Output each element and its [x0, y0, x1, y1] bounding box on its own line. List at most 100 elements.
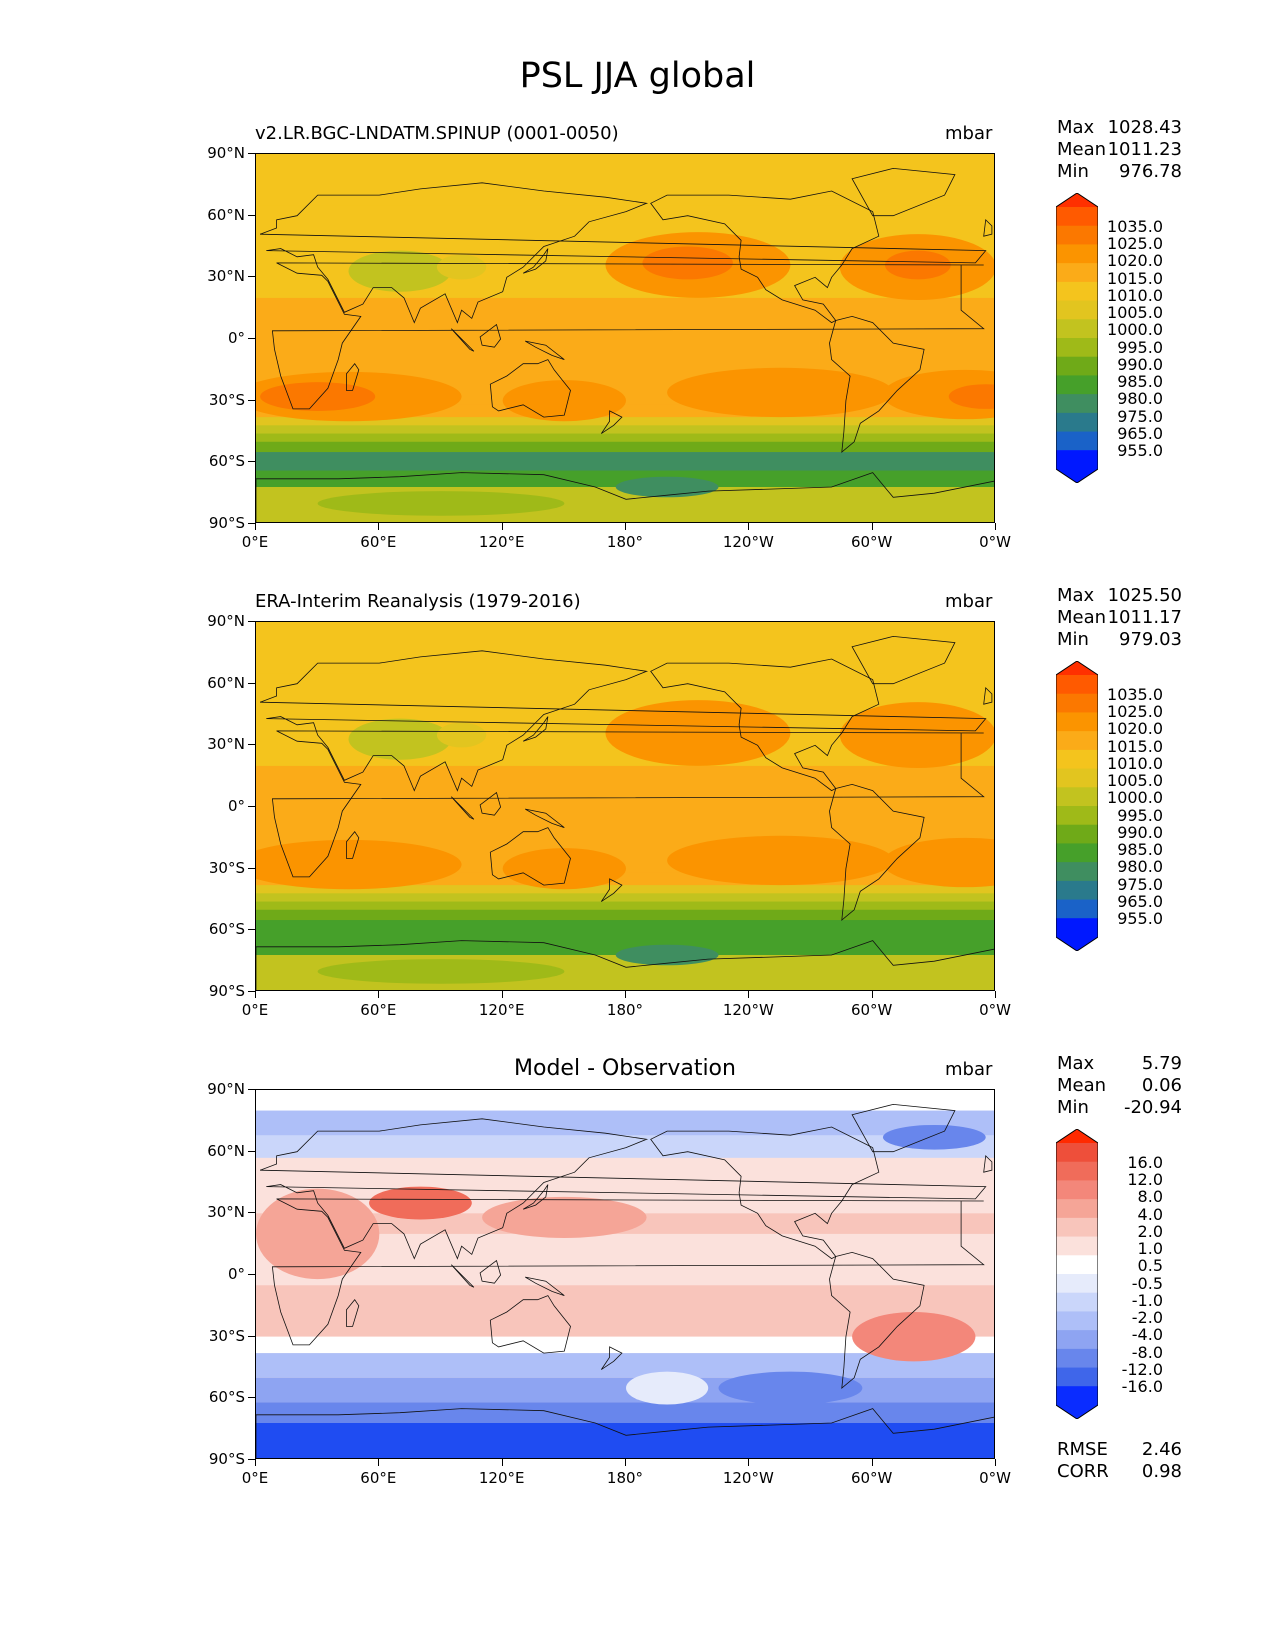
stat-label: Max	[1057, 585, 1095, 606]
colorbar-tick-label: 995.0	[1117, 337, 1163, 357]
stat-row: Max 1028.43	[1057, 117, 1182, 139]
stat-value: 1028.43	[1107, 117, 1182, 138]
stat-value: 976.78	[1119, 161, 1182, 182]
x-tick-label: 120°W	[722, 1001, 774, 1019]
colorbar-segment	[1056, 394, 1098, 414]
diff-pacific-low	[718, 1371, 863, 1405]
colorbar-tick-label: -1.0	[1131, 1290, 1163, 1310]
coastline	[851, 1103, 956, 1153]
coastline	[522, 248, 549, 274]
stat-label: Min	[1057, 629, 1089, 650]
stat-value: 0.06	[1141, 1075, 1182, 1096]
colorbar-tick-label: 1005.0	[1107, 303, 1163, 323]
y-tick-label: 90°N	[207, 612, 245, 630]
y-tick-label: 60°S	[208, 452, 245, 471]
psl-arctic-band	[256, 622, 994, 680]
colorbar-segment	[1056, 1236, 1098, 1256]
colorbar-segment	[1056, 899, 1098, 919]
colorbar-segment	[1056, 1348, 1098, 1369]
colorbar-tick-label: 2.0	[1137, 1221, 1163, 1241]
colorbar-tick-label: 965.0	[1117, 424, 1163, 443]
colorbar-tick-label: 1.0	[1137, 1239, 1163, 1259]
psl-south-pacific-high	[667, 835, 894, 886]
colorbar-segment	[1056, 712, 1098, 732]
psl-southern-ocean-band-3	[256, 938, 994, 955]
extra-stats-block: RMSE 2.46 CORR 0.98	[1057, 1439, 1182, 1483]
colorbar-segment	[1056, 862, 1098, 882]
colorbar-tick-label: 1010.0	[1107, 285, 1163, 305]
psl-southern-ocean-band-1	[256, 909, 994, 923]
x-tick-mark	[995, 991, 996, 998]
map-field	[256, 154, 994, 522]
stat-value: 1025.50	[1107, 585, 1182, 606]
stat-label: Min	[1057, 1097, 1089, 1118]
psl-south-asia-low	[348, 718, 452, 760]
coastline	[525, 1276, 565, 1296]
stat-row: Min 979.03	[1057, 629, 1182, 651]
panel-title: ERA-Interim Reanalysis (1979-2016)	[255, 591, 581, 612]
psl-southern-ocean-band-2	[256, 452, 994, 475]
colorbar	[1056, 661, 1098, 951]
coastline	[346, 831, 360, 859]
colorbar-tick-label: 4.0	[1137, 1204, 1163, 1224]
colorbar-segment	[1056, 768, 1098, 788]
psl-north-atlantic-high	[839, 702, 994, 768]
colorbar-segment	[1056, 338, 1098, 358]
diff-highlat-band-2	[256, 1135, 994, 1158]
stat-row: Mean 1011.23	[1057, 139, 1182, 161]
diff-arctic-band	[256, 1090, 994, 1115]
colorbar-segment	[1056, 1274, 1098, 1294]
coastline	[650, 190, 880, 324]
figure-title: PSL JJA global	[519, 56, 756, 96]
coastline	[489, 1295, 571, 1354]
coastline	[851, 167, 956, 217]
colorbar-tick-label: 1000.0	[1107, 320, 1163, 340]
colorbar-tick-label: 990.0	[1117, 354, 1163, 374]
y-tick-mark	[248, 461, 255, 463]
colorbar-tick-label: 985.0	[1117, 372, 1163, 392]
y-tick-mark	[248, 1335, 255, 1337]
map-panel	[255, 1089, 995, 1459]
colorbar-tick-label: -4.0	[1131, 1325, 1163, 1345]
x-tick-label: 120°E	[478, 1469, 525, 1487]
map-field	[256, 1090, 994, 1458]
y-tick-mark	[248, 744, 255, 746]
colorbar-tick-label: 975.0	[1117, 406, 1163, 426]
colorbar-tick-label: 1035.0	[1107, 684, 1163, 704]
colorbar-tick-label: -2.0	[1131, 1308, 1163, 1328]
colorbar-tick-label: -16.0	[1121, 1377, 1163, 1397]
x-tick-label: 60°E	[360, 1469, 397, 1487]
y-tick-label: 60°S	[208, 1388, 245, 1407]
stat-row: Max 5.79	[1057, 1053, 1182, 1075]
colorbar-tick-label: 965.0	[1117, 892, 1163, 911]
colorbar-tick-label: -12.0	[1121, 1360, 1163, 1379]
y-tick-mark	[248, 991, 255, 992]
y-tick-mark	[248, 153, 255, 154]
panel-title: v2.LR.BGC-LNDATM.SPINUP (0001-0050)	[255, 123, 619, 144]
colorbar-tick-label: -0.5	[1131, 1273, 1163, 1293]
x-tick-label: 180°	[606, 1001, 644, 1019]
psl-south-atlantic-high	[882, 837, 994, 888]
diff-equator	[256, 1233, 994, 1286]
x-tick-label: 60°E	[360, 1001, 397, 1019]
x-tick-mark	[501, 523, 503, 530]
colorbar-tick-label: 0.5	[1137, 1256, 1163, 1276]
colorbar	[1056, 193, 1098, 483]
psl-north-pacific-high	[605, 700, 791, 766]
coastline	[525, 340, 565, 360]
stats-block: Max 5.79 Mean 0.06 Min -20.94	[1057, 1053, 1182, 1119]
x-tick-label: 0°W	[979, 533, 1011, 551]
x-tick-mark	[995, 523, 996, 530]
y-tick-label: 30°N	[207, 1203, 245, 1222]
y-tick-label: 60°S	[208, 920, 245, 939]
colorbar-segment	[1056, 244, 1098, 264]
colorbar	[1056, 1129, 1098, 1419]
colorbar-segment	[1056, 1292, 1098, 1312]
stat-value: -20.94	[1123, 1097, 1182, 1118]
x-tick-mark	[378, 991, 380, 998]
y-tick-mark	[248, 682, 255, 684]
colorbar-segment	[1056, 300, 1098, 320]
coastline	[983, 1154, 993, 1173]
diff-antarctic-band	[256, 1423, 994, 1458]
colorbar-segment	[1056, 1180, 1098, 1200]
